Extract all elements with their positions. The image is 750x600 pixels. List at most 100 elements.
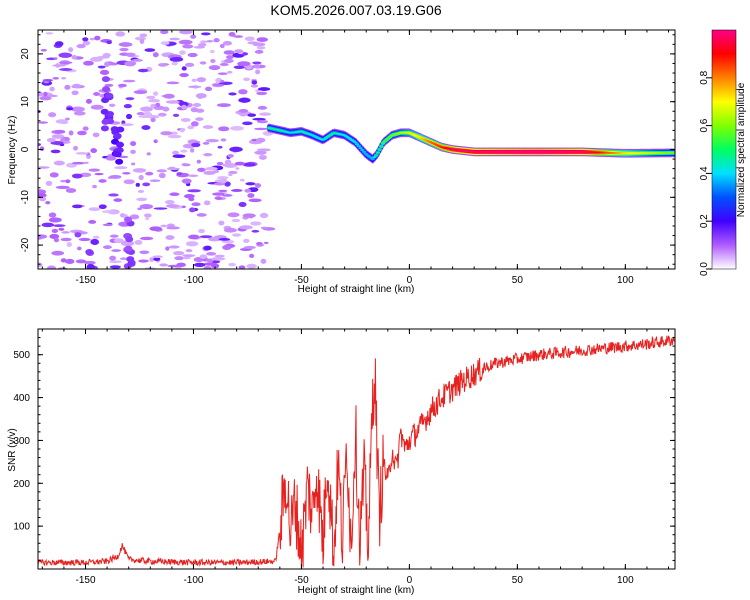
spectrogram-noise-cell <box>179 127 185 133</box>
spectrogram-x-tick-label: -150 <box>75 275 95 286</box>
spectrogram-noise-cell <box>220 178 227 184</box>
spectrogram-noise-cell <box>179 50 186 55</box>
spectrogram-noise-cell <box>187 189 201 193</box>
spectrogram-noise-cell <box>139 250 150 254</box>
spectrogram-noise-cell <box>125 97 135 101</box>
spectrogram-x-label: Height of straight line (km) <box>298 284 415 295</box>
spectrogram-noise-cell <box>68 47 74 53</box>
spectrogram-x-tick-label: 100 <box>617 275 634 286</box>
spectrogram-noise-cell <box>218 237 231 241</box>
spectrogram-ridge-cell <box>372 156 377 159</box>
spectrogram-noise-cell <box>166 204 180 208</box>
spectrogram-noise-cell <box>120 123 134 127</box>
spectrogram-noise-cell <box>46 265 57 269</box>
colorbar-tick-label: 0.4 <box>699 166 710 180</box>
snr-x-tick-label: 0 <box>407 575 413 586</box>
spectrogram-noise-cell <box>203 200 211 206</box>
spectrogram-noise-cell <box>83 161 89 165</box>
spectrogram-ridge-cell <box>360 148 365 151</box>
spectrogram-noise-cell <box>146 152 151 156</box>
spectrogram-noise-cell <box>238 108 249 113</box>
spectrogram-streak-cell <box>89 288 97 294</box>
spectrogram-noise-cell <box>165 246 170 251</box>
spectrogram-noise-cell <box>260 258 267 264</box>
spectrogram-noise-cell <box>165 100 180 104</box>
spectrogram-noise-cell <box>60 179 67 183</box>
spectrogram-noise-cell <box>149 257 155 262</box>
spectrogram-noise-cell <box>249 253 255 259</box>
spectrogram-noise-cell <box>209 49 215 54</box>
spectrogram-streak-cell <box>105 92 114 99</box>
spectrogram-noise-cell <box>76 43 86 49</box>
spectrogram-noise-cell <box>218 126 230 132</box>
spectrogram-noise-cell <box>130 141 137 147</box>
spectrogram-noise-cell <box>175 266 182 269</box>
spectrogram-noise-cell <box>42 79 54 82</box>
spectrogram-noise-cell <box>208 65 221 71</box>
spectrogram-noise-cell <box>75 259 87 264</box>
spectrogram-noise-cell <box>203 170 216 175</box>
spectrogram-noise-cell <box>138 115 152 118</box>
spectrogram-noise-cell <box>65 188 77 193</box>
spectrogram-noise-cell <box>196 213 207 217</box>
spectrogram-noise-cell <box>71 173 83 179</box>
snr-y-tick-label: 100 <box>13 522 30 533</box>
spectrogram-noise-cell <box>38 143 42 146</box>
spectrogram-noise-cell <box>138 259 149 263</box>
spectrogram-noise-layer <box>38 30 276 294</box>
snr-panel: -150 -100 -50 0 50 100 100 200 300 400 500 Height… <box>7 328 676 596</box>
spectrogram-streak-cell <box>113 132 122 139</box>
spectrogram-noise-cell <box>259 212 269 219</box>
spectrogram-noise-cell <box>92 184 97 189</box>
spectrogram-noise-cell <box>190 107 199 113</box>
spectrogram-noise-cell <box>48 94 58 98</box>
spectrogram-y-tick-label: 10 <box>20 96 31 108</box>
spectrogram-noise-cell <box>153 105 165 111</box>
spectrogram-noise-cell <box>178 39 193 45</box>
spectrogram-noise-cell <box>49 86 55 92</box>
snr-x-label: Height of straight line (km) <box>298 585 415 596</box>
spectrogram-noise-cell <box>259 112 272 116</box>
spectrogram-noise-cell <box>113 198 123 202</box>
spectrogram-noise-cell <box>130 149 136 154</box>
spectrogram-noise-cell <box>214 254 225 258</box>
spectrogram-noise-cell <box>88 168 101 172</box>
spectrogram-noise-cell <box>255 137 266 143</box>
spectrogram-noise-cell <box>48 212 57 218</box>
spectrogram-noise-cell <box>179 72 189 78</box>
spectrogram-noise-cell <box>251 80 258 85</box>
spectrogram-noise-cell <box>255 89 260 92</box>
spectrogram-noise-cell <box>224 159 232 165</box>
spectrogram-streak-cell <box>124 245 133 252</box>
spectrogram-noise-cell <box>93 92 101 97</box>
spectrogram-noise-cell <box>212 83 225 87</box>
spectrogram-noise-cell <box>166 226 180 230</box>
spectrogram-ridge-cell <box>370 158 375 161</box>
spectrogram-noise-cell <box>169 56 184 62</box>
spectrogram-noise-cell <box>257 105 268 110</box>
spectrogram-noise-cell <box>202 141 210 145</box>
spectrogram-noise-cell <box>73 145 78 151</box>
spectrogram-noise-cell <box>147 98 161 103</box>
spectrogram-noise-cell <box>244 188 252 193</box>
spectrogram-ridge-cell <box>354 143 360 146</box>
snr-y-tick-label: 300 <box>13 436 30 447</box>
spectrogram-noise-cell <box>133 90 148 95</box>
spectrogram-noise-cell <box>102 245 112 250</box>
spectrogram-noise-cell <box>61 77 66 80</box>
spectrogram-noise-cell <box>118 155 129 159</box>
spectrogram-x-tick-label: 50 <box>512 275 524 286</box>
spectrogram-noise-cell <box>65 117 70 121</box>
spectrogram-noise-cell <box>123 179 135 185</box>
spectrogram-noise-cell <box>206 39 214 43</box>
spectrogram-noise-cell <box>242 213 256 218</box>
spectrogram-noise-cell <box>39 196 47 202</box>
spectrogram-noise-cell <box>182 163 191 167</box>
spectrogram-noise-cell <box>224 58 234 64</box>
spectrogram-noise-cell <box>222 163 236 167</box>
spectrogram-noise-cell <box>181 178 192 184</box>
spectrogram-noise-cell <box>88 207 101 212</box>
spectrogram-noise-cell <box>219 43 225 49</box>
spectrogram-noise-cell <box>190 34 197 39</box>
spectrogram-noise-cell <box>263 241 269 245</box>
